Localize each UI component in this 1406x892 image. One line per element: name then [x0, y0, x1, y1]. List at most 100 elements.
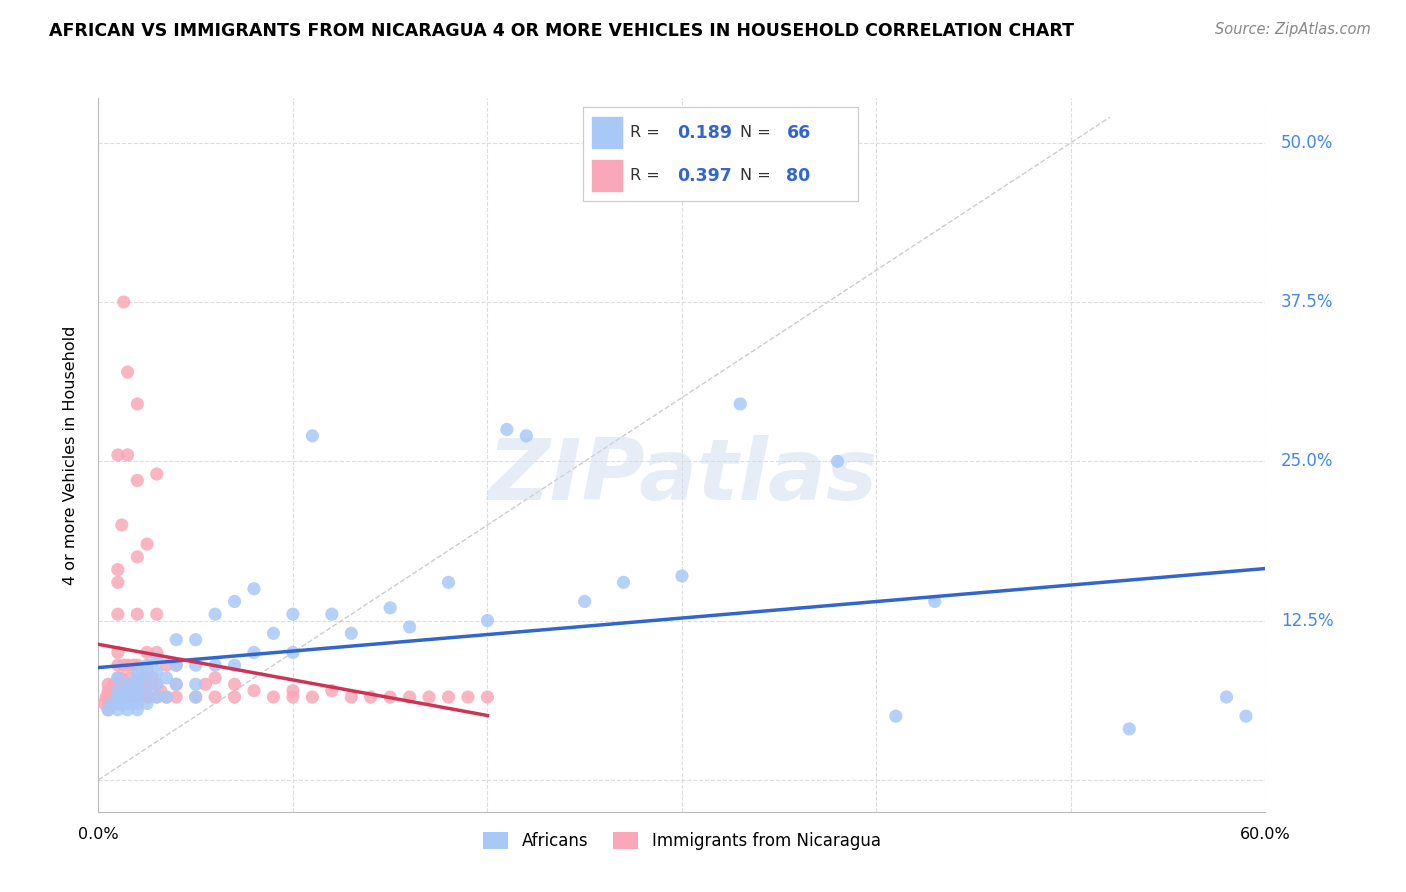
- Point: [132, 671, 155, 685]
- Point: [93, 697, 115, 711]
- Point: [1215, 690, 1237, 704]
- Point: [107, 575, 129, 590]
- Point: [149, 683, 172, 698]
- Point: [117, 677, 139, 691]
- Point: [127, 703, 149, 717]
- Point: [127, 671, 149, 685]
- Point: [437, 575, 460, 590]
- Point: [477, 614, 499, 628]
- Point: [136, 690, 159, 704]
- Point: [165, 658, 187, 673]
- Point: [107, 448, 129, 462]
- Point: [495, 422, 517, 436]
- Point: [107, 697, 129, 711]
- Point: [103, 677, 125, 691]
- Point: [134, 677, 156, 691]
- Point: [204, 671, 226, 685]
- Point: [457, 690, 479, 704]
- Point: [884, 709, 907, 723]
- Point: [107, 563, 129, 577]
- Point: [107, 607, 129, 622]
- Text: 60.0%: 60.0%: [1240, 827, 1291, 842]
- Point: [146, 690, 169, 704]
- Point: [138, 690, 160, 704]
- Point: [127, 397, 149, 411]
- Point: [165, 677, 187, 691]
- Point: [155, 658, 177, 673]
- Point: [104, 690, 127, 704]
- Point: [671, 569, 693, 583]
- Point: [612, 575, 634, 590]
- Point: [224, 594, 246, 608]
- Text: N =: N =: [740, 125, 776, 140]
- Y-axis label: 4 or more Vehicles in Household: 4 or more Vehicles in Household: [63, 326, 77, 584]
- Point: [112, 295, 135, 310]
- Point: [111, 690, 134, 704]
- Point: [107, 671, 129, 685]
- Point: [127, 697, 149, 711]
- Point: [104, 677, 127, 691]
- Point: [924, 594, 946, 608]
- Point: [107, 690, 129, 704]
- Point: [127, 474, 149, 488]
- Point: [127, 658, 149, 673]
- Point: [117, 448, 139, 462]
- Point: [146, 607, 169, 622]
- Point: [184, 677, 207, 691]
- Point: [378, 690, 402, 704]
- Point: [321, 683, 343, 698]
- Point: [117, 365, 139, 379]
- Bar: [592, 118, 621, 148]
- Point: [117, 658, 139, 673]
- Point: [111, 671, 134, 685]
- Point: [243, 683, 266, 698]
- Point: [127, 677, 149, 691]
- Point: [107, 677, 129, 691]
- Point: [127, 677, 149, 691]
- Point: [146, 677, 169, 691]
- Point: [262, 690, 284, 704]
- Point: [107, 671, 129, 685]
- Point: [117, 690, 139, 704]
- Point: [112, 690, 135, 704]
- Point: [127, 549, 149, 564]
- Text: 80: 80: [786, 167, 811, 185]
- Point: [281, 683, 304, 698]
- Point: [155, 671, 177, 685]
- Point: [98, 683, 121, 698]
- Point: [184, 632, 207, 647]
- Point: [194, 677, 217, 691]
- Point: [111, 518, 134, 533]
- Point: [378, 600, 402, 615]
- Point: [127, 683, 149, 698]
- Point: [146, 690, 169, 704]
- Point: [243, 582, 266, 596]
- Text: AFRICAN VS IMMIGRANTS FROM NICARAGUA 4 OR MORE VEHICLES IN HOUSEHOLD CORRELATION: AFRICAN VS IMMIGRANTS FROM NICARAGUA 4 O…: [49, 22, 1074, 40]
- Point: [107, 697, 129, 711]
- Text: N =: N =: [740, 169, 776, 184]
- Point: [165, 658, 187, 673]
- Point: [117, 697, 139, 711]
- Point: [118, 671, 141, 685]
- Point: [121, 677, 143, 691]
- Point: [112, 658, 135, 673]
- Point: [107, 683, 129, 698]
- Point: [418, 690, 440, 704]
- Point: [1118, 722, 1140, 736]
- Point: [136, 665, 159, 679]
- Point: [136, 537, 159, 551]
- Text: 0.0%: 0.0%: [79, 827, 118, 842]
- Point: [129, 683, 152, 698]
- Point: [136, 683, 159, 698]
- Point: [127, 690, 149, 704]
- Point: [146, 652, 169, 666]
- Point: [117, 677, 139, 691]
- Point: [97, 683, 120, 698]
- Point: [281, 607, 304, 622]
- Text: 0.189: 0.189: [676, 124, 731, 142]
- Point: [98, 697, 121, 711]
- Point: [136, 671, 159, 685]
- Point: [224, 658, 246, 673]
- Bar: [592, 161, 621, 191]
- Point: [107, 658, 129, 673]
